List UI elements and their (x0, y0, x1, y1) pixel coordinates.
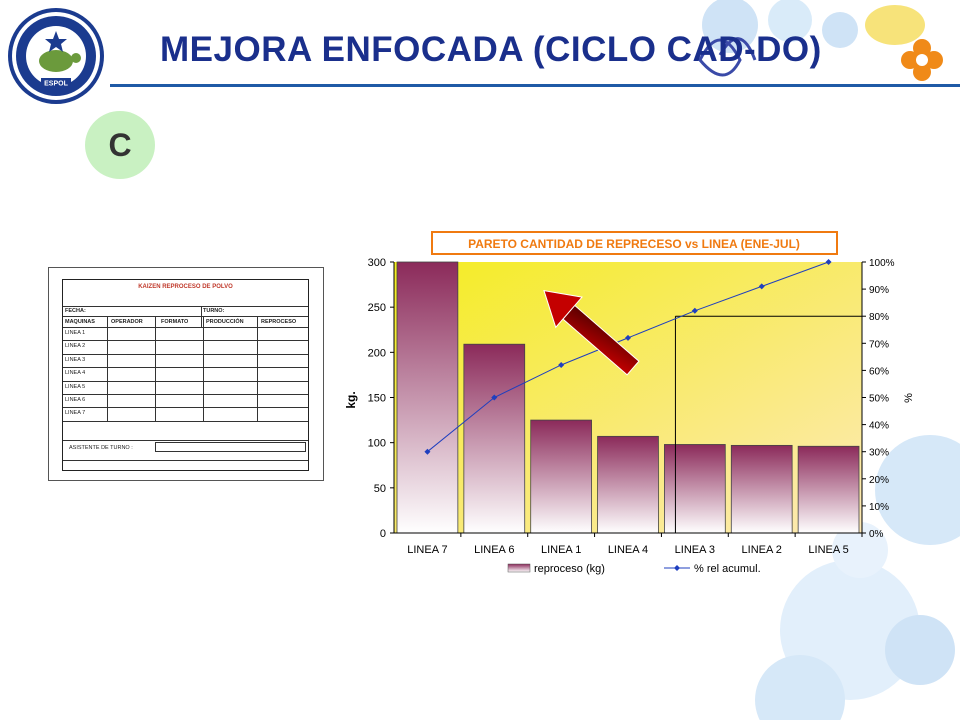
y2-tick-label: 30% (869, 448, 889, 459)
legend-line-marker (674, 565, 680, 571)
y-tick-label: 200 (368, 347, 386, 359)
y2-tick-label: 100% (869, 258, 895, 269)
title-underline (110, 84, 960, 87)
form-row-label: LINEA 3 (65, 356, 86, 363)
y2-tick-label: 90% (869, 285, 889, 296)
point-linea-4 (625, 334, 631, 341)
bar-linea-6 (463, 343, 526, 534)
point-linea-2 (758, 283, 765, 290)
y2-tick-label: 40% (869, 421, 889, 432)
bar-linea-2 (730, 444, 793, 534)
slide-title: MEJORA ENFOCADA (CICLO CAD-DO) (160, 30, 822, 69)
point-linea-7 (424, 448, 431, 455)
y-tick-label: 250 (368, 302, 386, 314)
form-row-label: LINEA 6 (65, 397, 86, 403)
y-tick-label: 100 (368, 438, 386, 450)
form-col-maquinas: MAQUINAS (65, 319, 95, 325)
decorative-splash-bottom-right (755, 435, 960, 720)
form-title: KAIZEN REPROCESO DE POLVO (138, 284, 233, 290)
bar-linea-3 (664, 444, 726, 534)
y-tick-label: 50 (374, 483, 386, 495)
y-tick-label: 300 (368, 257, 386, 269)
legend-line-label: % rel acumul. (694, 563, 761, 575)
y2-tick-label: 60% (869, 366, 889, 377)
form-row-label: LINEA 1 (65, 330, 86, 336)
x-tick-label: LINEA 5 (808, 544, 848, 556)
legend-bar-label: reproceso (kg) (534, 563, 605, 575)
legend-bar-swatch (507, 563, 531, 573)
y2-tick-label: 50% (869, 394, 889, 405)
y-tick-label: 0 (380, 528, 386, 540)
y2-tick-label: 10% (869, 502, 889, 513)
decorative-splash-top-right (698, 0, 925, 77)
point-linea-5 (825, 259, 832, 265)
form-row-label: LINEA 7 (65, 410, 86, 417)
x-tick-label: LINEA 7 (407, 544, 447, 556)
form-col-operador: OPERADOR (111, 319, 143, 325)
y-tick-label: 150 (368, 393, 386, 405)
chart-title-box (431, 231, 838, 255)
bar-linea-7 (396, 261, 459, 534)
x-tick-label: LINEA 6 (474, 544, 514, 556)
y2-tick-label: 0% (869, 529, 884, 540)
y2-tick-label: 20% (869, 475, 889, 486)
form-row-label: LINEA 2 (65, 343, 86, 350)
x-tick-label: LINEA 3 (675, 544, 715, 556)
form-col-formato: FORMATO (161, 319, 189, 325)
form-row-label: LINEA 4 (65, 370, 86, 377)
point-linea-1 (558, 361, 565, 368)
form-assistant-label: ASISTENTE DE TURNO : (69, 445, 133, 451)
x-tick-label: LINEA 1 (541, 544, 581, 556)
point-linea-6 (491, 394, 498, 401)
x-tick-label: LINEA 2 (742, 544, 782, 556)
step-badge: C (85, 111, 155, 179)
form-row-label: LINEA 5 (65, 383, 86, 390)
bar-linea-5 (797, 445, 860, 534)
logo-short-text: ESPOL (44, 81, 68, 88)
x-tick-label: LINEA 4 (608, 544, 648, 556)
form-col-produccion: PRODUCCIÓN (206, 319, 244, 325)
kaizen-form: KAIZEN REPROCESO DE POLVO FECHA: TURNO: … (48, 267, 324, 481)
y-axis-label: kg. (344, 391, 358, 408)
y2-tick-label: 70% (869, 339, 889, 350)
chart-title: PARETO CANTIDAD DE REPRECESO vs LINEA (E… (468, 237, 800, 251)
espol-logo: ESPOL (8, 8, 104, 104)
highlight-arrow (543, 289, 640, 376)
bar-linea-1 (530, 419, 592, 534)
kaizen-form-frame: KAIZEN REPROCESO DE POLVO FECHA: TURNO: … (62, 279, 309, 471)
form-fecha-label: FECHA: (65, 308, 86, 314)
flower-icon (901, 39, 943, 81)
bar-linea-4 (597, 435, 659, 534)
point-linea-3 (691, 307, 698, 314)
form-col-reproceso: REPROCESO (261, 319, 297, 325)
form-turno-label: TURNO: (203, 308, 225, 314)
y2-tick-label: 80% (869, 312, 889, 323)
y2-axis-label: % (903, 393, 915, 403)
